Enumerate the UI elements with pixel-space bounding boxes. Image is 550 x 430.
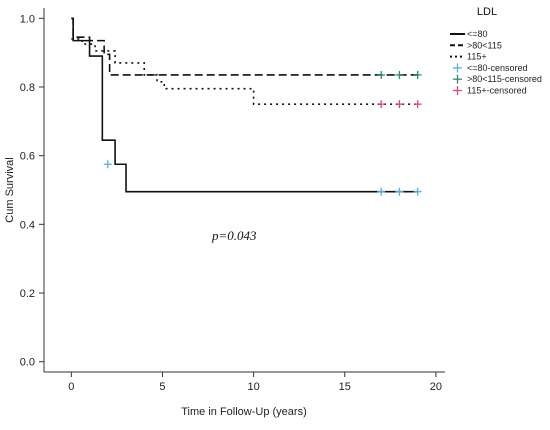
legend-item-0: <=80 xyxy=(450,29,488,39)
censor-mark-0-1 xyxy=(377,187,386,196)
x-tick-label-1: 5 xyxy=(159,381,165,393)
x-tick-label-3: 15 xyxy=(339,381,351,393)
axis-ticks: 0 5 10 15 20 0.0 0.2 0.4 0.6 0.8 1.0 xyxy=(20,13,442,393)
legend-label-0: <=80 xyxy=(467,29,488,39)
curve-series-1 xyxy=(71,17,418,76)
legend-swatch-4 xyxy=(453,74,462,84)
x-axis-title: Time in Follow-Up (years) xyxy=(181,406,307,418)
legend-item-1: >80<115 xyxy=(450,40,502,50)
x-tick-label-2: 10 xyxy=(247,381,259,393)
y-tick-label-1: 0.2 xyxy=(20,288,35,300)
legend-swatch-3 xyxy=(453,63,462,73)
censor-mark-0-3 xyxy=(413,187,422,196)
y-tick-label-2: 0.4 xyxy=(20,219,35,231)
legend-item-5: 115+-censored xyxy=(453,86,527,96)
legend: LDL <=80>80<115 115+<=80-censored>80<115-… xyxy=(450,6,542,96)
y-tick-label-0: 0.0 xyxy=(20,357,35,369)
curve-series-2 xyxy=(71,38,418,105)
legend-label-4: >80<115-censored xyxy=(467,74,542,84)
censor-marks xyxy=(103,70,422,196)
censor-mark-1-0 xyxy=(377,70,386,79)
legend-item-3: <=80-censored xyxy=(453,63,528,73)
y-tick-label-5: 1.0 xyxy=(20,13,35,25)
x-tick-label-4: 20 xyxy=(430,381,442,393)
legend-item-2: 115+ xyxy=(450,52,487,62)
censor-mark-2-0 xyxy=(377,100,386,109)
y-tick-label-3: 0.6 xyxy=(20,151,35,163)
censor-mark-2-2 xyxy=(413,100,422,109)
legend-swatch-5 xyxy=(453,86,462,95)
legend-label-3: <=80-censored xyxy=(467,63,528,73)
censor-mark-0-2 xyxy=(395,187,404,196)
censor-mark-2-1 xyxy=(395,100,404,109)
x-tick-label-0: 0 xyxy=(68,381,74,393)
legend-label-2: 115+ xyxy=(467,52,487,62)
y-axis-title: Cum Survival xyxy=(4,157,16,222)
legend-item-4: >80<115-censored xyxy=(453,74,542,84)
censor-mark-1-2 xyxy=(413,70,422,79)
p-value-annotation: p=0.043 xyxy=(211,228,257,243)
legend-title: LDL xyxy=(477,6,497,18)
legend-label-5: 115+-censored xyxy=(467,86,527,96)
censor-mark-1-1 xyxy=(395,70,404,79)
curve-series-0 xyxy=(71,17,418,193)
censor-mark-0-0 xyxy=(103,160,112,169)
survival-curves xyxy=(71,17,418,193)
legend-label-1: >80<115 xyxy=(467,40,502,50)
y-tick-label-4: 0.8 xyxy=(20,82,35,94)
